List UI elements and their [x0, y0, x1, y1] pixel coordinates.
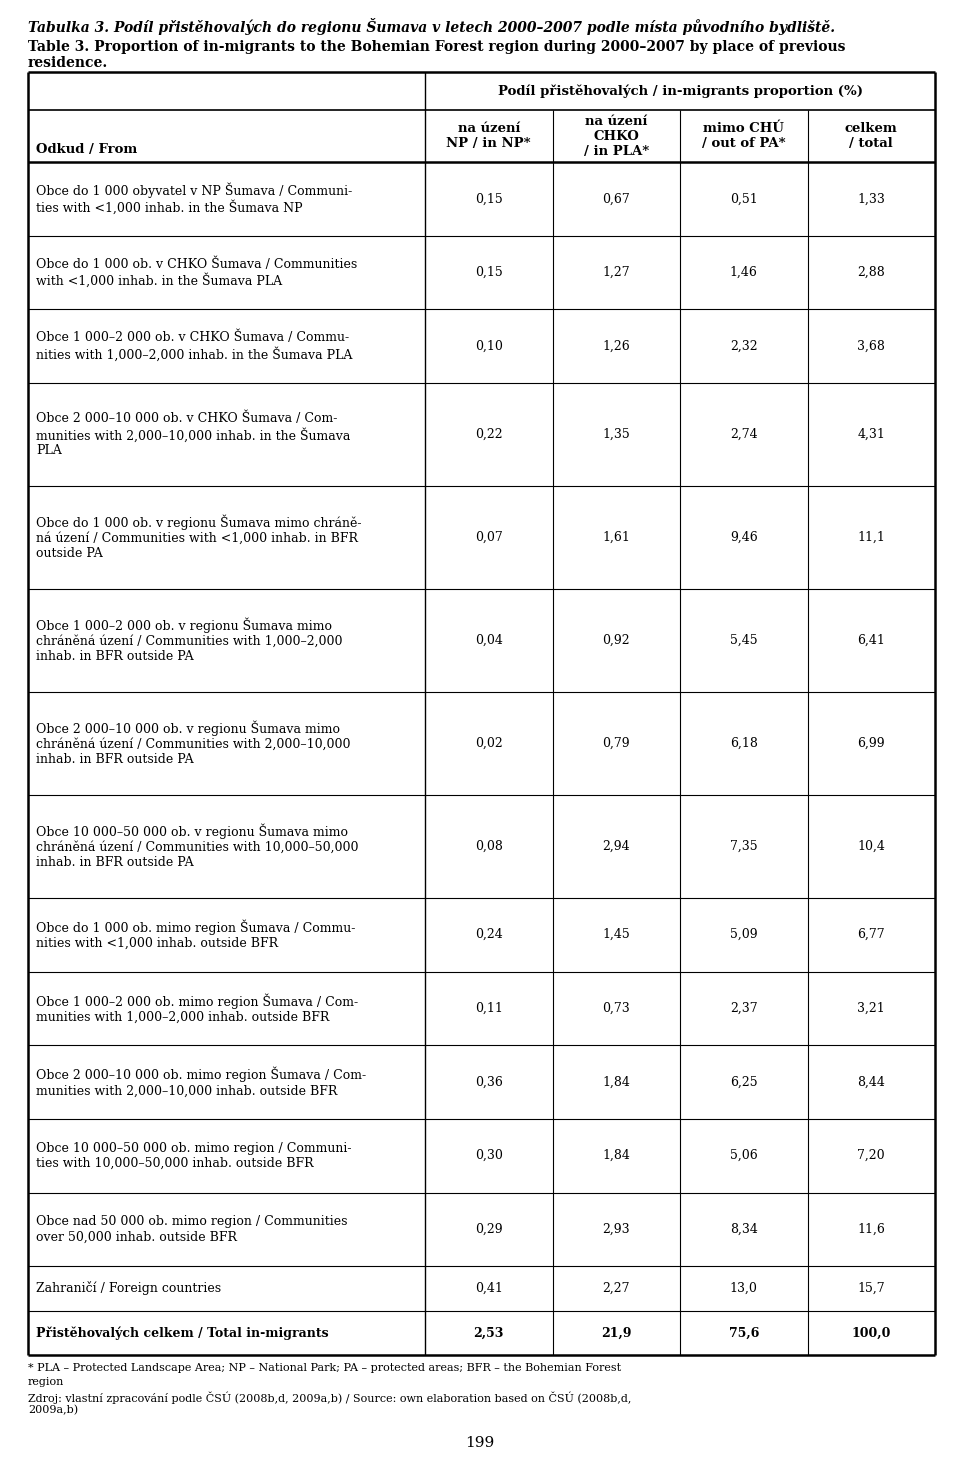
Text: Obce 1 000–2 000 ob. v CHKO Šumava / Commu-
nities with 1,000–2,000 inhab. in th: Obce 1 000–2 000 ob. v CHKO Šumava / Com…: [36, 330, 352, 361]
Text: 7,35: 7,35: [730, 840, 757, 853]
Text: 15,7: 15,7: [857, 1282, 885, 1296]
Text: 2,93: 2,93: [603, 1223, 630, 1235]
Text: 0,36: 0,36: [475, 1076, 503, 1089]
Text: 8,44: 8,44: [857, 1076, 885, 1089]
Text: 0,15: 0,15: [475, 192, 503, 205]
Text: Obce 10 000–50 000 ob. v regionu Šumava mimo
chráněná úzení / Communities with 1: Obce 10 000–50 000 ob. v regionu Šumava …: [36, 824, 358, 870]
Text: Obce 1 000–2 000 ob. v regionu Šumava mimo
chráněná úzení / Communities with 1,0: Obce 1 000–2 000 ob. v regionu Šumava mi…: [36, 618, 343, 663]
Text: 0,02: 0,02: [475, 737, 503, 750]
Text: 0,30: 0,30: [475, 1150, 503, 1162]
Text: Tabulka 3. Podíl přistěhovalých do regionu Šumava v letech 2000–2007 podle místa: Tabulka 3. Podíl přistěhovalých do regio…: [28, 18, 835, 35]
Text: 0,10: 0,10: [475, 339, 503, 352]
Text: Obce do 1 000 obyvatel v NP Šumava / Communi-
ties with <1,000 inhab. in the Šum: Obce do 1 000 obyvatel v NP Šumava / Com…: [36, 183, 352, 215]
Text: Obce 2 000–10 000 ob. v regionu Šumava mimo
chráněná úzení / Communities with 2,: Obce 2 000–10 000 ob. v regionu Šumava m…: [36, 721, 350, 766]
Text: 0,41: 0,41: [475, 1282, 503, 1296]
Text: Obce do 1 000 ob. mimo region Šumava / Commu-
nities with <1,000 inhab. outside : Obce do 1 000 ob. mimo region Šumava / C…: [36, 920, 355, 949]
Text: residence.: residence.: [28, 56, 108, 69]
Text: 0,92: 0,92: [603, 634, 630, 647]
Text: 3,21: 3,21: [857, 1002, 885, 1016]
Text: Podíl přistěhovalých / in-migrants proportion (%): Podíl přistěhovalých / in-migrants propo…: [497, 84, 862, 97]
Text: 1,35: 1,35: [602, 427, 630, 441]
Text: 1,27: 1,27: [603, 265, 630, 279]
Text: 75,6: 75,6: [729, 1327, 759, 1340]
Text: 1,46: 1,46: [730, 265, 757, 279]
Text: 21,9: 21,9: [601, 1327, 632, 1340]
Text: 9,46: 9,46: [730, 531, 757, 544]
Text: Obce nad 50 000 ob. mimo region / Communities
over 50,000 inhab. outside BFR: Obce nad 50 000 ob. mimo region / Commun…: [36, 1216, 348, 1244]
Text: 0,07: 0,07: [475, 531, 503, 544]
Text: 2,88: 2,88: [857, 265, 885, 279]
Text: 1,45: 1,45: [602, 929, 630, 942]
Text: mimo CHÚ
/ out of PA*: mimo CHÚ / out of PA*: [702, 122, 785, 150]
Text: 0,67: 0,67: [602, 192, 630, 205]
Text: region: region: [28, 1377, 64, 1387]
Text: 0,08: 0,08: [475, 840, 503, 853]
Text: 5,06: 5,06: [730, 1150, 757, 1162]
Text: 3,68: 3,68: [857, 339, 885, 352]
Text: 100,0: 100,0: [852, 1327, 891, 1340]
Text: na úzení
CHKO
/ in PLA*: na úzení CHKO / in PLA*: [584, 115, 649, 158]
Text: 2,27: 2,27: [603, 1282, 630, 1296]
Text: Obce 10 000–50 000 ob. mimo region / Communi-
ties with 10,000–50,000 inhab. out: Obce 10 000–50 000 ob. mimo region / Com…: [36, 1142, 351, 1170]
Text: 2,94: 2,94: [603, 840, 630, 853]
Text: Zdroj: vlastní zpracování podle ČSÚ (2008b,d, 2009a,b) / Source: own elaboration: Zdroj: vlastní zpracování podle ČSÚ (200…: [28, 1391, 632, 1403]
Text: Obce 1 000–2 000 ob. mimo region Šumava / Com-
munities with 1,000–2,000 inhab. : Obce 1 000–2 000 ob. mimo region Šumava …: [36, 993, 358, 1023]
Text: 8,34: 8,34: [730, 1223, 757, 1235]
Text: 2009a,b): 2009a,b): [28, 1405, 78, 1415]
Text: 1,84: 1,84: [602, 1076, 630, 1089]
Text: 0,22: 0,22: [475, 427, 503, 441]
Text: 1,84: 1,84: [602, 1150, 630, 1162]
Text: 6,41: 6,41: [857, 634, 885, 647]
Text: 11,6: 11,6: [857, 1223, 885, 1235]
Text: 0,24: 0,24: [475, 929, 503, 942]
Text: Odkud / From: Odkud / From: [36, 143, 137, 156]
Text: 6,25: 6,25: [730, 1076, 757, 1089]
Text: 6,99: 6,99: [857, 737, 885, 750]
Text: 2,74: 2,74: [730, 427, 757, 441]
Text: Table 3. Proportion of in-migrants to the Bohemian Forest region during 2000–200: Table 3. Proportion of in-migrants to th…: [28, 40, 846, 55]
Text: 13,0: 13,0: [730, 1282, 757, 1296]
Text: 2,37: 2,37: [730, 1002, 757, 1016]
Text: 0,11: 0,11: [475, 1002, 503, 1016]
Text: Zahraničí / Foreign countries: Zahraničí / Foreign countries: [36, 1281, 221, 1296]
Text: 0,15: 0,15: [475, 265, 503, 279]
Text: 0,29: 0,29: [475, 1223, 503, 1235]
Text: 5,45: 5,45: [730, 634, 757, 647]
Text: * PLA – Protected Landscape Area; NP – National Park; PA – protected areas; BFR : * PLA – Protected Landscape Area; NP – N…: [28, 1363, 621, 1372]
Text: 0,04: 0,04: [475, 634, 503, 647]
Text: 4,31: 4,31: [857, 427, 885, 441]
Text: 1,26: 1,26: [602, 339, 630, 352]
Text: Obce do 1 000 ob. v CHKO Šumava / Communities
with <1,000 inhab. in the Šumava P: Obce do 1 000 ob. v CHKO Šumava / Commun…: [36, 258, 357, 287]
Text: 0,51: 0,51: [730, 192, 757, 205]
Text: 6,18: 6,18: [730, 737, 757, 750]
Text: 0,79: 0,79: [603, 737, 630, 750]
Text: 10,4: 10,4: [857, 840, 885, 853]
Text: 199: 199: [466, 1436, 494, 1450]
Text: Obce 2 000–10 000 ob. mimo region Šumava / Com-
munities with 2,000–10,000 inhab: Obce 2 000–10 000 ob. mimo region Šumava…: [36, 1067, 366, 1097]
Text: 6,77: 6,77: [857, 929, 885, 942]
Text: Obce 2 000–10 000 ob. v CHKO Šumava / Com-
munities with 2,000–10,000 inhab. in : Obce 2 000–10 000 ob. v CHKO Šumava / Co…: [36, 411, 350, 457]
Text: 2,32: 2,32: [730, 339, 757, 352]
Text: 0,73: 0,73: [602, 1002, 630, 1016]
Text: celkem
/ total: celkem / total: [845, 122, 898, 150]
Text: 7,20: 7,20: [857, 1150, 885, 1162]
Text: Přistěhovalých celkem / Total in-migrants: Přistěhovalých celkem / Total in-migrant…: [36, 1327, 328, 1340]
Text: 11,1: 11,1: [857, 531, 885, 544]
Text: 1,33: 1,33: [857, 192, 885, 205]
Text: 5,09: 5,09: [730, 929, 757, 942]
Text: 2,53: 2,53: [473, 1327, 504, 1340]
Text: na úzení
NP / in NP*: na úzení NP / in NP*: [446, 122, 531, 150]
Text: Obce do 1 000 ob. v regionu Šumava mimo chráně-
ná úzení / Communities with <1,0: Obce do 1 000 ob. v regionu Šumava mimo …: [36, 514, 362, 560]
Text: 1,61: 1,61: [602, 531, 630, 544]
